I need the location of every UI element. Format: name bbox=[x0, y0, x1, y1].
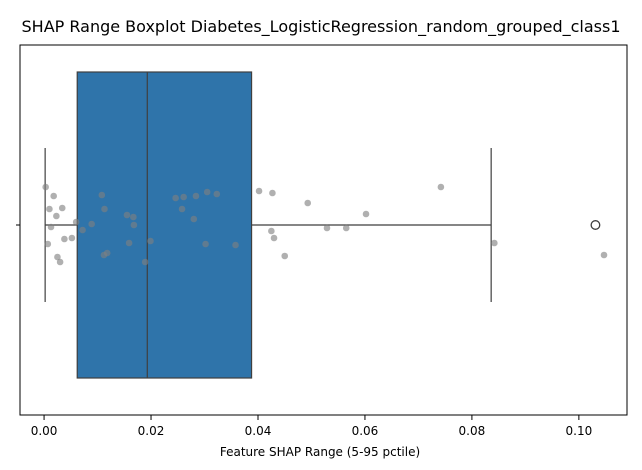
strip-point-20 bbox=[130, 213, 137, 221]
plot-area: 0.00 0.02 0.04 0.06 0.08 0.10 bbox=[16, 44, 628, 438]
x-tick-label-2: 0.04 bbox=[245, 424, 272, 438]
strip-point-7 bbox=[56, 258, 64, 266]
strip-point-5 bbox=[53, 212, 60, 220]
strip-point-25 bbox=[178, 205, 186, 213]
iqr-box bbox=[76, 71, 253, 379]
x-tick-label-1: 0.02 bbox=[138, 424, 165, 438]
chart-title: SHAP Range Boxplot Diabetes_LogisticRegr… bbox=[22, 17, 621, 37]
strip-point-1 bbox=[44, 240, 52, 248]
strip-point-42 bbox=[437, 183, 445, 191]
strip-point-6 bbox=[54, 253, 61, 261]
strip-point-12 bbox=[79, 226, 86, 234]
strip-point-17 bbox=[103, 249, 111, 257]
x-tick-label-4: 0.08 bbox=[459, 424, 486, 438]
outlier-point-0 bbox=[590, 220, 601, 230]
strip-point-19 bbox=[125, 239, 133, 247]
strip-point-32 bbox=[232, 241, 239, 249]
strip-point-18 bbox=[123, 211, 131, 219]
strip-point-26 bbox=[180, 193, 187, 201]
strip-point-0 bbox=[42, 183, 49, 191]
strip-point-14 bbox=[98, 191, 106, 199]
strip-point-43 bbox=[491, 239, 498, 247]
strip-point-23 bbox=[147, 237, 154, 245]
strip-point-3 bbox=[47, 223, 55, 231]
strip-point-44 bbox=[600, 251, 608, 259]
strip-point-22 bbox=[141, 258, 149, 266]
strip-point-27 bbox=[190, 215, 198, 223]
x-tick-label-5: 0.10 bbox=[566, 424, 593, 438]
strip-point-36 bbox=[270, 234, 278, 242]
strip-point-31 bbox=[213, 190, 221, 198]
strip-point-33 bbox=[255, 187, 263, 195]
strip-point-2 bbox=[46, 205, 53, 213]
strip-point-10 bbox=[68, 234, 76, 242]
strip-point-24 bbox=[172, 194, 179, 202]
strip-point-11 bbox=[72, 218, 80, 226]
strip-point-34 bbox=[269, 189, 276, 197]
x-axis-label: Feature SHAP Range (5-95 pctile) bbox=[220, 445, 420, 459]
strip-point-37 bbox=[281, 252, 289, 260]
strip-point-28 bbox=[192, 192, 200, 200]
strip-point-9 bbox=[61, 235, 68, 243]
strip-point-8 bbox=[58, 204, 66, 212]
strip-point-41 bbox=[362, 210, 370, 218]
strip-point-21 bbox=[130, 221, 138, 229]
strip-point-4 bbox=[50, 192, 57, 200]
strip-point-39 bbox=[323, 224, 331, 232]
strip-point-30 bbox=[202, 240, 209, 248]
strip-point-35 bbox=[268, 227, 275, 235]
plot-frame bbox=[19, 44, 628, 416]
strip-point-13 bbox=[88, 220, 95, 228]
strip-point-15 bbox=[101, 205, 108, 213]
x-tick-label-3: 0.06 bbox=[352, 424, 379, 438]
x-tick-label-0: 0.00 bbox=[31, 424, 58, 438]
strip-point-38 bbox=[304, 199, 312, 207]
strip-point-40 bbox=[342, 224, 350, 232]
strip-point-29 bbox=[203, 188, 211, 196]
